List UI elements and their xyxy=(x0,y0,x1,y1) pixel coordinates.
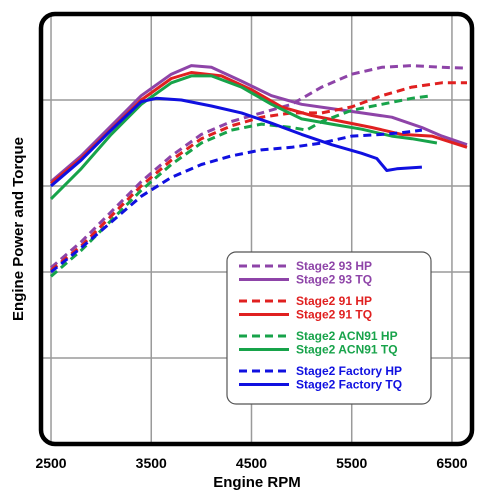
series-line-stage2-93-tq xyxy=(50,64,468,183)
legend-label-stage2-factory-tq: Stage2 Factory TQ xyxy=(296,378,402,392)
series-line-stage2-91-hp xyxy=(50,81,467,272)
legend-label-stage2-91-tq: Stage2 91 TQ xyxy=(296,308,372,322)
x-tick-label-4: 6500 xyxy=(436,455,467,471)
y-axis-title: Engine Power and Torque xyxy=(10,137,27,321)
series-line-stage2-factory-tq xyxy=(50,96,423,188)
x-tick-labels: 2500 3500 4500 5500 6500 xyxy=(35,455,467,471)
x-tick-label-1: 3500 xyxy=(136,455,167,471)
x-tick-label-0: 2500 xyxy=(35,455,66,471)
legend-label-stage2-93-tq: Stage2 93 TQ xyxy=(296,273,372,287)
series-line-stage2-93-hp xyxy=(50,64,468,269)
series-line-stage2-factory-hp xyxy=(50,128,423,274)
x-tick-label-3: 5500 xyxy=(336,455,367,471)
x-tick-label-2: 4500 xyxy=(236,455,267,471)
legend-label-stage2-factory-hp: Stage2 Factory HP xyxy=(296,364,402,378)
legend-label-stage2-93-hp: Stage2 93 HP xyxy=(296,259,372,273)
legend-box xyxy=(226,251,432,405)
x-axis-title: Engine RPM xyxy=(213,474,301,491)
legend-label-stage2-acn91-hp: Stage2 ACN91 HP xyxy=(296,329,398,343)
series-line-stage2-acn91-hp xyxy=(50,94,433,278)
legend-label-stage2-91-hp: Stage2 91 HP xyxy=(296,294,372,308)
series-group xyxy=(49,64,468,278)
legend-label-stage2-acn91-tq: Stage2 ACN91 TQ xyxy=(296,343,398,357)
plot-frame xyxy=(38,11,475,447)
